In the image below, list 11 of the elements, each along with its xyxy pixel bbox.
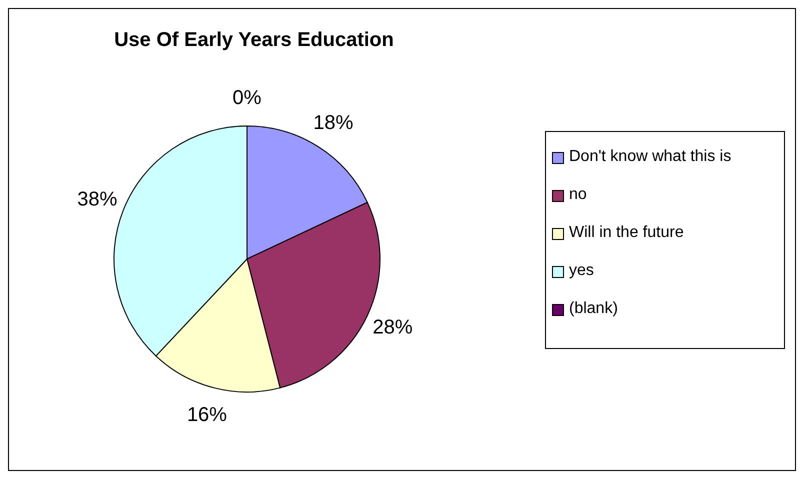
legend-label: (blank) — [569, 300, 618, 318]
legend-label: Will in the future — [569, 224, 684, 242]
legend-label: Don't know what this is — [569, 148, 732, 166]
data-label: 38% — [77, 188, 118, 211]
text: 0% — [232, 87, 262, 109]
legend-label: no — [569, 186, 587, 204]
data-label: 18% — [313, 112, 354, 134]
legend-label: yes — [569, 262, 594, 280]
chart-title: Use Of Early Years Education — [113, 29, 395, 52]
data-label: 16% — [186, 404, 228, 426]
data-label: 28% — [372, 316, 413, 339]
